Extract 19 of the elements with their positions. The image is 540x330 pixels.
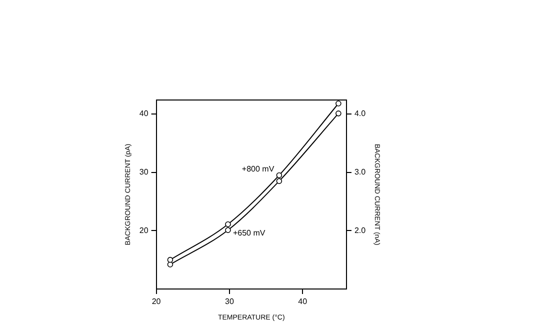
point bbox=[167, 256, 174, 263]
y2-tick-label: 2.0 bbox=[354, 226, 366, 235]
x-tick-label: 20 bbox=[152, 297, 162, 306]
y2-tick-label: 4.0 bbox=[354, 109, 366, 118]
point bbox=[336, 100, 342, 106]
y-tick-label: 40 bbox=[139, 109, 149, 118]
x-tick-label: 30 bbox=[224, 297, 234, 306]
point bbox=[276, 172, 282, 178]
series-label: +650 mV bbox=[232, 228, 266, 238]
series-label: +800 mV bbox=[242, 164, 275, 174]
y-tick-label: 20 bbox=[139, 226, 149, 235]
point bbox=[276, 178, 282, 184]
y2-tick-label: 3.0 bbox=[354, 168, 366, 177]
point bbox=[225, 221, 231, 228]
x-tick-label: 40 bbox=[298, 297, 308, 306]
point bbox=[336, 110, 342, 116]
point bbox=[225, 227, 231, 233]
y-tick-label: 30 bbox=[139, 168, 149, 177]
point bbox=[167, 262, 174, 268]
